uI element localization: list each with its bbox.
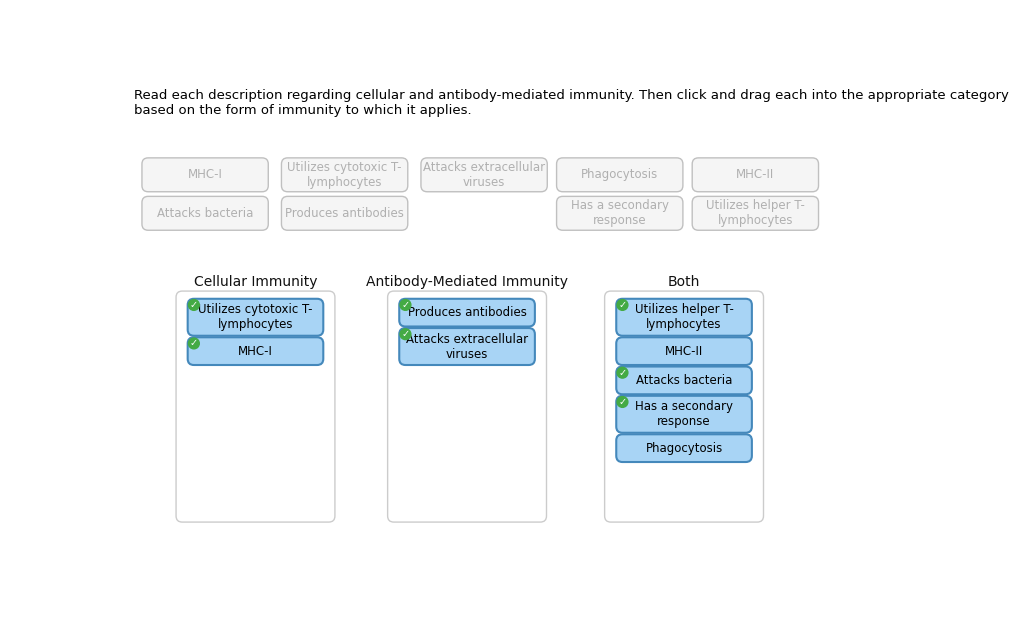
Text: Has a secondary
response: Has a secondary response [635, 400, 733, 428]
FancyBboxPatch shape [692, 158, 818, 192]
FancyBboxPatch shape [557, 196, 683, 230]
Circle shape [400, 329, 411, 340]
Text: Attacks extracellular
viruses: Attacks extracellular viruses [423, 161, 545, 189]
Text: MHC-I: MHC-I [238, 345, 273, 358]
Circle shape [400, 299, 411, 310]
Circle shape [617, 299, 628, 310]
Text: ✓: ✓ [618, 300, 627, 310]
Circle shape [617, 396, 628, 408]
FancyBboxPatch shape [176, 291, 335, 522]
FancyBboxPatch shape [282, 196, 408, 230]
FancyBboxPatch shape [399, 299, 535, 326]
Text: ✓: ✓ [401, 300, 410, 310]
Text: MHC-I: MHC-I [187, 169, 222, 181]
Text: Phagocytosis: Phagocytosis [645, 442, 723, 455]
Text: Utilizes cytotoxic T-
lymphocytes: Utilizes cytotoxic T- lymphocytes [199, 303, 312, 331]
Text: Utilizes cytotoxic T-
lymphocytes: Utilizes cytotoxic T- lymphocytes [288, 161, 401, 189]
Circle shape [188, 299, 200, 310]
FancyBboxPatch shape [604, 291, 764, 522]
FancyBboxPatch shape [388, 291, 547, 522]
Text: MHC-II: MHC-II [736, 169, 774, 181]
Text: ✓: ✓ [189, 338, 198, 348]
FancyBboxPatch shape [616, 396, 752, 433]
Circle shape [188, 338, 200, 349]
Text: ✓: ✓ [401, 329, 410, 339]
Text: ✓: ✓ [189, 300, 198, 310]
Text: Both: Both [668, 275, 700, 289]
Text: Produces antibodies: Produces antibodies [285, 207, 404, 220]
FancyBboxPatch shape [616, 337, 752, 365]
Text: Attacks extracellular
viruses: Attacks extracellular viruses [406, 333, 528, 360]
FancyBboxPatch shape [399, 328, 535, 365]
FancyBboxPatch shape [692, 196, 818, 230]
Text: Cellular Immunity: Cellular Immunity [194, 275, 317, 289]
FancyBboxPatch shape [616, 367, 752, 394]
FancyBboxPatch shape [557, 158, 683, 192]
FancyBboxPatch shape [142, 158, 268, 192]
FancyBboxPatch shape [187, 337, 324, 365]
Circle shape [617, 367, 628, 378]
FancyBboxPatch shape [421, 158, 547, 192]
FancyBboxPatch shape [616, 299, 752, 336]
Text: Read each description regarding cellular and antibody-mediated immunity. Then cl: Read each description regarding cellular… [134, 89, 1009, 118]
Text: Antibody-Mediated Immunity: Antibody-Mediated Immunity [366, 275, 568, 289]
Text: ✓: ✓ [618, 397, 627, 407]
FancyBboxPatch shape [616, 434, 752, 462]
Text: Has a secondary
response: Has a secondary response [570, 199, 669, 227]
FancyBboxPatch shape [187, 299, 324, 336]
FancyBboxPatch shape [282, 158, 408, 192]
Text: Phagocytosis: Phagocytosis [581, 169, 658, 181]
Text: MHC-II: MHC-II [665, 345, 703, 358]
Text: Produces antibodies: Produces antibodies [408, 306, 526, 319]
FancyBboxPatch shape [142, 196, 268, 230]
Text: Attacks bacteria: Attacks bacteria [157, 207, 253, 220]
Text: Attacks bacteria: Attacks bacteria [636, 374, 732, 387]
Text: Utilizes helper T-
lymphocytes: Utilizes helper T- lymphocytes [635, 303, 733, 331]
Text: ✓: ✓ [618, 368, 627, 377]
Text: Utilizes helper T-
lymphocytes: Utilizes helper T- lymphocytes [706, 199, 805, 227]
